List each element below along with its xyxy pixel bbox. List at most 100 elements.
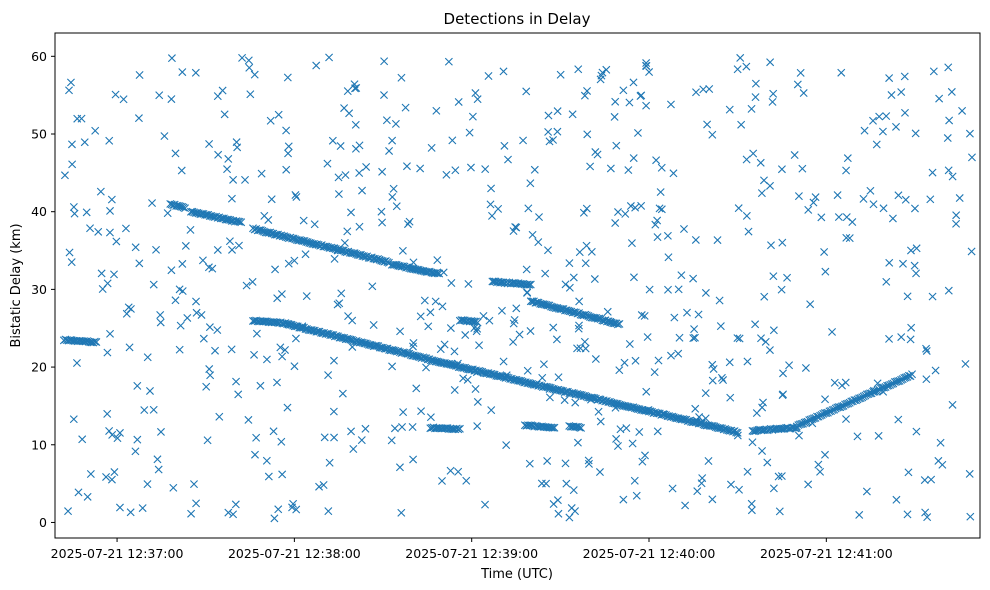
data-point-1182 xyxy=(707,422,716,431)
data-point-664 xyxy=(351,84,360,93)
data-point-286 xyxy=(134,114,143,123)
data-point-1421 xyxy=(864,390,873,399)
data-point-290 xyxy=(885,74,894,83)
data-point-607 xyxy=(91,126,100,135)
data-point-791 xyxy=(288,234,297,243)
data-point-359 xyxy=(859,194,868,203)
data-point-1164 xyxy=(679,415,688,424)
data-point-341 xyxy=(361,424,370,433)
data-point-850 xyxy=(380,257,389,266)
data-point-416 xyxy=(637,311,646,320)
data-point-1228 xyxy=(468,317,477,326)
data-point-323 xyxy=(752,409,761,418)
data-point-958 xyxy=(360,339,369,348)
data-point-948 xyxy=(344,335,353,344)
data-point-837 xyxy=(359,252,368,261)
data-point-83 xyxy=(650,368,659,377)
data-point-277 xyxy=(244,415,253,424)
data-point-231 xyxy=(882,112,891,121)
data-point-656 xyxy=(119,95,128,104)
data-point-263 xyxy=(751,320,760,329)
data-point-249 xyxy=(330,433,339,442)
data-point-130 xyxy=(653,427,662,436)
data-point-119 xyxy=(744,227,753,236)
data-point-76 xyxy=(785,361,794,370)
data-point-54 xyxy=(894,415,903,424)
data-point-689 xyxy=(396,327,405,336)
data-point-601 xyxy=(922,346,931,355)
data-point-517 xyxy=(885,258,894,267)
data-point-275 xyxy=(612,141,621,150)
data-point-496 xyxy=(355,169,364,177)
data-point-339 xyxy=(573,344,582,353)
data-point-267 xyxy=(325,53,334,62)
data-point-89 xyxy=(67,140,76,149)
data-point-440 xyxy=(907,323,916,332)
data-point-475 xyxy=(260,211,269,220)
data-point-234 xyxy=(790,151,799,160)
data-point-1346 xyxy=(749,427,758,436)
data-point-450 xyxy=(683,308,691,317)
data-point-366 xyxy=(837,68,846,77)
data-point-554 xyxy=(626,202,635,211)
data-point-535 xyxy=(203,436,212,445)
data-point-494 xyxy=(471,385,480,393)
data-point-353 xyxy=(777,285,786,294)
data-point-214 xyxy=(485,316,494,325)
data-point-943 xyxy=(337,333,346,342)
data-point-559 xyxy=(652,156,661,165)
data-point-538 xyxy=(894,191,903,200)
data-point-154 xyxy=(473,324,482,333)
data-point-80 xyxy=(821,395,830,404)
data-point-64 xyxy=(692,88,700,97)
x-tick-label-0: 2025-07-21 12:37:00 xyxy=(51,546,184,561)
data-point-272 xyxy=(693,487,702,496)
data-point-413 xyxy=(719,376,728,385)
data-point-910 xyxy=(286,320,295,329)
data-point-476 xyxy=(817,213,826,222)
data-point-1199 xyxy=(733,428,742,437)
data-point-1047 xyxy=(496,372,505,381)
data-point-261 xyxy=(545,137,554,146)
data-point-5 xyxy=(343,87,352,96)
data-point-186 xyxy=(742,211,751,220)
data-point-31 xyxy=(947,87,956,96)
data-point-165 xyxy=(330,254,339,263)
data-points xyxy=(59,53,976,523)
data-point-55 xyxy=(446,324,455,333)
data-point-241 xyxy=(904,468,913,477)
data-point-166 xyxy=(388,362,397,371)
data-point-883 xyxy=(433,269,442,278)
data-point-668 xyxy=(156,318,165,327)
data-point-301 xyxy=(666,100,675,109)
data-point-505 xyxy=(181,241,190,250)
data-point-405 xyxy=(574,65,583,74)
data-point-411 xyxy=(138,504,147,513)
data-point-1231 xyxy=(473,318,482,327)
data-point-660 xyxy=(135,259,144,268)
data-point-2 xyxy=(629,154,638,163)
data-point-516 xyxy=(402,162,411,171)
data-point-180 xyxy=(796,68,805,77)
x-axis-label: Time (UTC) xyxy=(480,567,553,582)
data-point-182 xyxy=(417,407,426,416)
data-point-805 xyxy=(309,239,318,248)
data-point-1424 xyxy=(869,387,878,396)
data-point-96 xyxy=(898,259,907,268)
data-point-43 xyxy=(323,159,332,168)
data-point-190 xyxy=(464,279,473,288)
data-point-316 xyxy=(510,316,519,325)
data-point-16 xyxy=(451,166,460,175)
data-point-199 xyxy=(442,170,451,179)
data-point-529 xyxy=(887,91,896,100)
data-point-666 xyxy=(629,78,638,87)
data-point-1302 xyxy=(550,303,559,312)
data-point-1131 xyxy=(627,403,636,412)
x-tick-label-2: 2025-07-21 12:39:00 xyxy=(405,546,538,561)
data-point-481 xyxy=(257,169,266,178)
data-point-1251 xyxy=(550,423,559,432)
data-point-176 xyxy=(834,213,843,222)
data-point-153 xyxy=(761,337,770,346)
data-point-545 xyxy=(597,71,606,80)
data-point-188 xyxy=(568,110,577,119)
